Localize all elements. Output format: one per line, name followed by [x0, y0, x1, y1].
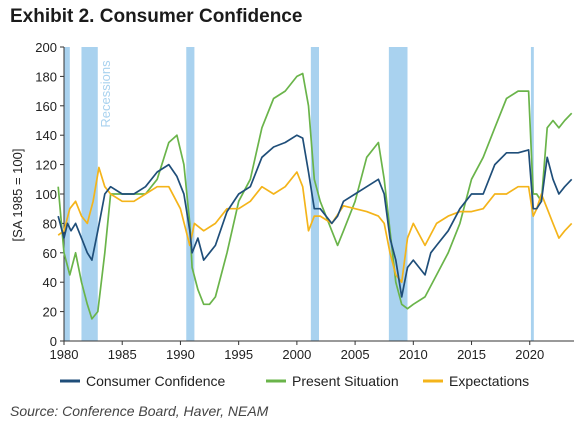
x-tick-label: 2015 — [457, 347, 486, 362]
y-tick-label: 140 — [35, 128, 57, 143]
legend-consumer-confidence: Consumer Confidence — [60, 373, 226, 389]
recession-band — [81, 47, 98, 341]
consumer-confidence-line — [57, 134, 573, 298]
y-tick-label: 120 — [35, 158, 57, 173]
x-tick-label: 2020 — [515, 347, 544, 362]
recession-band — [64, 47, 70, 341]
x-tick-label: 1985 — [108, 347, 137, 362]
x-tick-label: 1995 — [224, 347, 253, 362]
axes: 0 20 40 60 80 100 120 140 160 180 200 1980 1985 1990 1… — [35, 40, 574, 362]
expectations-line — [57, 166, 573, 284]
source-note: Source: Conference Board, Haver, NEAM — [10, 403, 269, 419]
y-tick-label: 0 — [50, 334, 57, 349]
legend-expectations: Expectations — [423, 373, 529, 389]
y-tick-label: 40 — [43, 275, 57, 290]
recession-band — [388, 47, 408, 341]
y-tick-label: 180 — [35, 69, 57, 84]
y-tick-label: 60 — [43, 246, 57, 261]
series-lines — [57, 72, 573, 320]
x-tick-label: 2000 — [282, 347, 311, 362]
y-tick-label: 20 — [43, 305, 57, 320]
legend: Consumer Confidence Present Situation Expe… — [60, 373, 529, 389]
legend-present-situation: Present Situation — [266, 373, 399, 389]
x-tick-label: 2005 — [341, 347, 370, 362]
y-axis-label: [SA 1985 = 100] — [10, 149, 25, 242]
y-tick-label: 80 — [43, 216, 57, 231]
recession-band — [310, 47, 319, 341]
recession-label: Recessions — [98, 60, 113, 128]
legend-label: Consumer Confidence — [86, 373, 226, 389]
recession-band — [186, 47, 195, 341]
y-tick-label: 160 — [35, 99, 57, 114]
y-tick-label: 200 — [35, 40, 57, 55]
x-tick-label: 2010 — [399, 347, 428, 362]
legend-label: Expectations — [449, 373, 529, 389]
chart-title: Exhibit 2. Consumer Confidence — [10, 6, 303, 27]
x-tick-label: 1990 — [166, 347, 195, 362]
y-tick-label: 100 — [35, 187, 57, 202]
x-tick-label: 1980 — [50, 347, 79, 362]
legend-label: Present Situation — [292, 373, 399, 389]
